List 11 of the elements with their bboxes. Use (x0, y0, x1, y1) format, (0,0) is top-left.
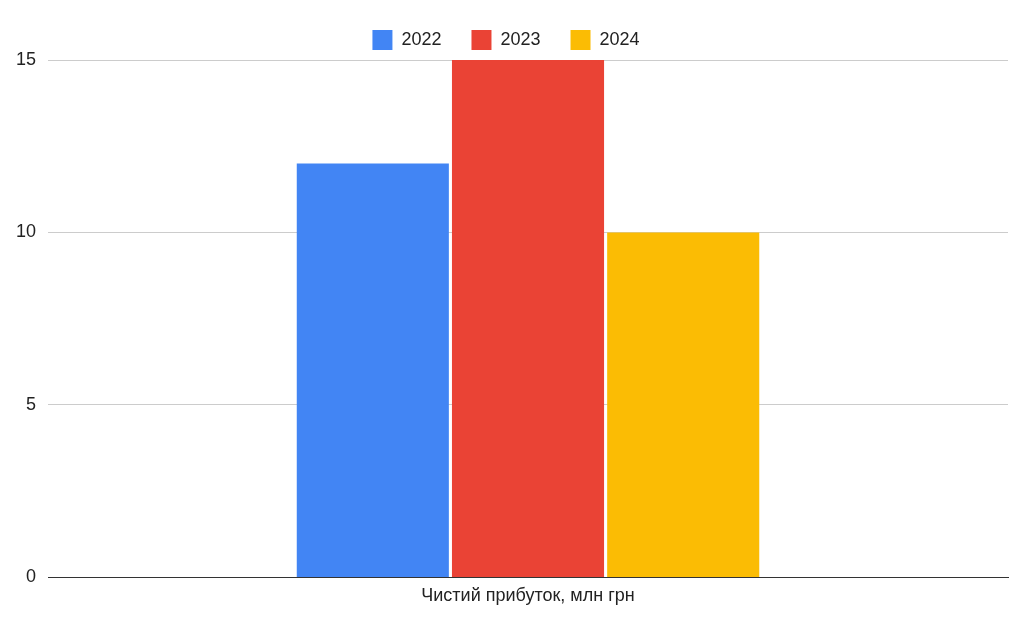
legend-label: 2024 (599, 28, 640, 49)
legend-label: 2022 (401, 28, 442, 49)
bar (607, 232, 760, 577)
y-tick-label: 5 (26, 393, 37, 414)
y-tick-label: 10 (15, 221, 37, 242)
legend-label: 2023 (500, 28, 541, 49)
x-tick-label: Чистий прибуток, млн грн (421, 585, 635, 606)
bar (296, 163, 449, 577)
bar (451, 60, 605, 577)
y-tick-label: 0 (26, 566, 37, 587)
y-tick-label: 15 (15, 48, 37, 69)
